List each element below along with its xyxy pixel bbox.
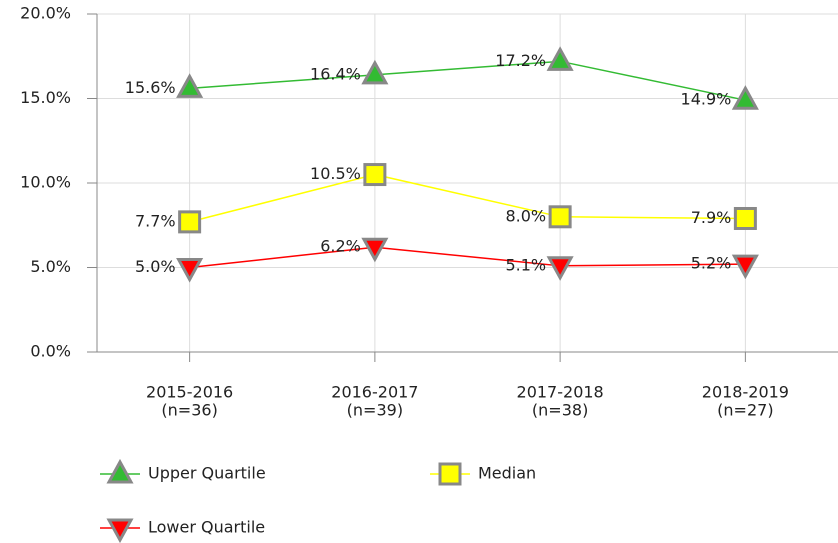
legend-label: Lower Quartile [148,518,265,537]
line [189,246,746,269]
data-label: 15.6% [125,78,176,97]
marker [438,462,462,486]
x-tick-label: 2015-2016 [146,383,233,402]
marker [106,518,134,543]
data-label: 7.7% [135,211,176,230]
data-label: 5.2% [691,254,732,273]
x-tick-label: 2018-2019 [702,383,789,402]
data-label: 14.9% [681,90,732,109]
data-label: 5.0% [135,257,176,276]
y-tick-label: 0.0% [30,342,71,361]
data-label: 8.0% [505,206,546,225]
marker [731,85,759,110]
x-tick-label: 2017-2018 [517,383,604,402]
data-label: 17.2% [495,51,546,70]
marker [178,210,202,234]
marker [548,205,572,229]
marker [363,163,387,187]
data-label: 10.5% [310,164,361,183]
marker [546,256,574,281]
y-tick-label: 10.0% [20,173,71,192]
marker [176,258,204,283]
marker [106,458,134,484]
y-tick-label: 20.0% [20,4,71,23]
data-label: 16.4% [310,64,361,83]
legend-label: Median [478,464,536,483]
x-tick-label: (n=38) [532,401,588,420]
x-tick-label: (n=36) [161,401,217,420]
marker [361,59,389,85]
marker [733,206,757,230]
line [189,60,746,101]
marker [176,73,204,98]
data-label: 7.9% [691,208,732,227]
legend-label: Upper Quartile [148,464,266,483]
x-tick-label: 2016-2017 [331,383,418,402]
marker [731,254,759,280]
marker [361,237,389,263]
data-label: 5.1% [505,255,546,274]
marker [546,46,574,71]
y-tick-label: 15.0% [20,88,71,107]
x-tick-label: (n=27) [717,401,773,420]
data-label: 6.2% [320,237,361,256]
line [189,173,746,223]
x-tick-label: (n=39) [347,401,403,420]
y-tick-label: 5.0% [30,257,71,276]
